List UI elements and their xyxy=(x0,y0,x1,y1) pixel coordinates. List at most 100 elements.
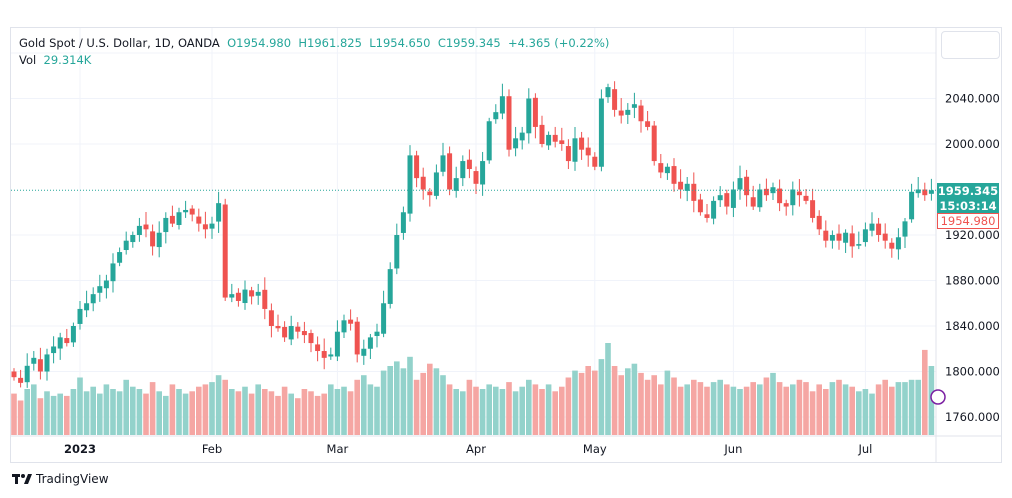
volume-bar xyxy=(407,356,413,435)
volume-bar xyxy=(677,386,684,435)
volume-label: Vol xyxy=(19,53,37,67)
volume-bar xyxy=(737,389,743,435)
candle-body xyxy=(895,237,901,250)
candle-body xyxy=(334,331,340,357)
bar-countdown: 15:03:14 xyxy=(939,199,997,213)
tradingview-logo[interactable]: TradingView xyxy=(12,472,109,486)
volume-bar xyxy=(229,389,235,435)
volume-bar xyxy=(519,386,525,435)
volume-bar xyxy=(862,389,869,435)
volume-bar xyxy=(334,389,341,435)
candle-body xyxy=(301,331,307,336)
volume-bar xyxy=(156,391,162,435)
symbol-title[interactable]: Gold Spot / U.S. Dollar, 1D, OANDA xyxy=(19,36,220,50)
volume-bar xyxy=(341,386,347,435)
volume-bar xyxy=(565,377,572,435)
y-tick-label: 2040.000 xyxy=(945,92,1000,106)
volume-bar xyxy=(242,386,248,435)
volume-bar xyxy=(631,363,638,435)
volume-bar xyxy=(743,386,750,435)
x-tick-label: Mar xyxy=(327,442,349,456)
candle-body xyxy=(730,189,736,208)
candle-body xyxy=(169,215,175,224)
volume-bar xyxy=(512,391,519,435)
candle-body xyxy=(658,163,664,173)
candle-body xyxy=(856,244,862,246)
volume-bar xyxy=(499,389,506,435)
volume-bar xyxy=(922,349,928,435)
volume-bar xyxy=(625,368,631,435)
candle-body xyxy=(803,195,809,201)
brand-name: TradingView xyxy=(36,472,109,486)
candle-body xyxy=(400,212,406,233)
candle-body xyxy=(849,233,855,247)
candle-body xyxy=(618,110,624,116)
volume-bar xyxy=(453,389,459,435)
candle-body xyxy=(631,104,637,108)
volume-bar xyxy=(116,391,123,435)
candle-body xyxy=(651,125,657,162)
candle-body xyxy=(367,337,373,349)
volume-bar xyxy=(90,386,96,435)
candle-body xyxy=(90,294,96,304)
axis-settings-button[interactable] xyxy=(941,31,1000,59)
candle-body xyxy=(130,235,136,243)
volume-bar xyxy=(598,359,605,435)
candle-body xyxy=(321,351,327,358)
candle-body xyxy=(829,235,835,241)
volume-bar xyxy=(103,384,110,435)
volume-bar xyxy=(427,363,433,435)
volume-bar xyxy=(143,393,149,435)
volume-bar xyxy=(644,379,651,435)
candle-body xyxy=(869,223,875,231)
volume-bar xyxy=(915,379,921,435)
ohlc-low: L1954.650 xyxy=(369,36,431,50)
volume-bar xyxy=(189,391,195,435)
volume-bar xyxy=(97,393,103,435)
volume-bar xyxy=(526,379,532,435)
candle-body xyxy=(183,209,189,213)
candle-body xyxy=(143,224,149,230)
volume-bar xyxy=(446,384,453,435)
volume-bar xyxy=(11,393,17,435)
candle-body xyxy=(572,138,578,162)
candle-body xyxy=(427,191,433,196)
volume-bar xyxy=(123,379,129,435)
candle-body xyxy=(724,193,730,207)
candle-body xyxy=(11,371,17,378)
x-tick-label: May xyxy=(583,442,607,456)
volume-bar xyxy=(209,382,215,435)
chart-legend: Gold Spot / U.S. Dollar, 1D, OANDA O1954… xyxy=(19,35,609,69)
candle-body xyxy=(64,338,70,344)
candle-body xyxy=(546,134,552,146)
ohlc-high: H1961.825 xyxy=(298,36,362,50)
candle-body xyxy=(783,203,789,207)
candle-body xyxy=(579,137,585,150)
volume-bar xyxy=(163,395,169,435)
volume-bar xyxy=(169,384,176,435)
volume-bar xyxy=(380,370,387,435)
candle-body xyxy=(453,178,459,191)
chart-frame[interactable] xyxy=(10,27,1002,463)
candle-body xyxy=(176,212,182,225)
volume-bar xyxy=(506,382,512,435)
candle-body xyxy=(565,146,571,162)
candle-body xyxy=(592,156,598,167)
volume-bar xyxy=(37,398,44,435)
volume-bar xyxy=(347,391,354,435)
candle-body xyxy=(625,109,631,115)
candle-body xyxy=(499,96,505,114)
volume-bar xyxy=(585,366,591,435)
volume-bar xyxy=(70,389,77,435)
volume-bar xyxy=(288,393,294,435)
volume-bar xyxy=(222,379,228,435)
volume-bar xyxy=(486,384,492,435)
volume-bar xyxy=(176,389,182,435)
candle-body xyxy=(810,200,816,218)
candle-body xyxy=(526,98,532,134)
candle-body xyxy=(136,225,142,235)
candle-body xyxy=(585,147,591,156)
volume-bar xyxy=(235,391,242,435)
volume-bar xyxy=(710,382,717,435)
